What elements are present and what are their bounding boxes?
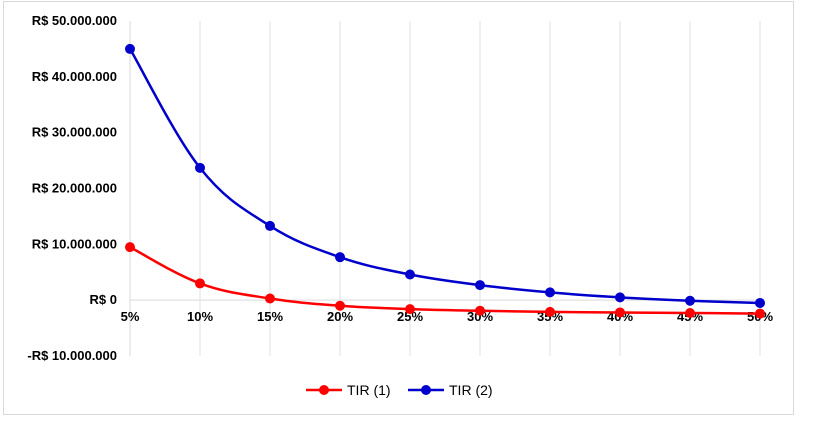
data-point-series-1 xyxy=(615,307,625,318)
x-tick-label: 20% xyxy=(327,309,353,324)
legend-label-1: TIR (1) xyxy=(347,382,391,398)
data-point-series-2 xyxy=(405,269,415,280)
x-tick-label: 15% xyxy=(257,309,283,324)
y-tick-label: R$ 10.000.000 xyxy=(32,236,117,251)
x-tick-label: 5% xyxy=(121,309,140,324)
data-point-series-1 xyxy=(685,308,695,319)
data-point-series-1 xyxy=(125,242,135,253)
data-point-series-2 xyxy=(265,220,275,231)
series-line-1 xyxy=(129,246,761,315)
data-point-series-2 xyxy=(685,295,695,306)
data-point-series-1 xyxy=(755,308,765,319)
data-point-series-1 xyxy=(545,306,555,317)
y-tick-label: R$ 50.000.000 xyxy=(32,13,117,28)
legend-marker-1 xyxy=(319,385,329,395)
x-tick-label: 30% xyxy=(467,309,493,324)
legend-marker-2 xyxy=(421,385,431,395)
data-point-series-1 xyxy=(265,293,275,304)
series-line-2 xyxy=(128,48,761,305)
y-tick-label: R$ 30.000.000 xyxy=(32,125,117,140)
data-point-series-2 xyxy=(545,287,555,298)
y-tick-label: R$ 40.000.000 xyxy=(32,69,117,84)
data-point-series-1 xyxy=(475,305,485,316)
data-point-series-2 xyxy=(195,162,205,173)
x-tick-label: 10% xyxy=(187,309,213,324)
data-point-series-1 xyxy=(405,304,415,315)
data-point-series-2 xyxy=(475,280,485,291)
y-tick-label: R$ 0 xyxy=(90,292,117,307)
legend-label-2: TIR (2) xyxy=(449,382,493,398)
data-point-series-2 xyxy=(755,297,765,308)
chart-frame xyxy=(3,1,794,415)
data-point-series-1 xyxy=(335,300,345,311)
data-point-series-2 xyxy=(335,252,345,263)
data-point-series-1 xyxy=(195,278,205,289)
y-tick-label: -R$ 10.000.000 xyxy=(27,348,117,363)
y-tick-label: R$ 20.000.000 xyxy=(32,181,117,196)
data-point-series-2 xyxy=(615,292,625,303)
data-point-series-2 xyxy=(125,43,135,54)
x-tick-label: 25% xyxy=(397,309,423,324)
